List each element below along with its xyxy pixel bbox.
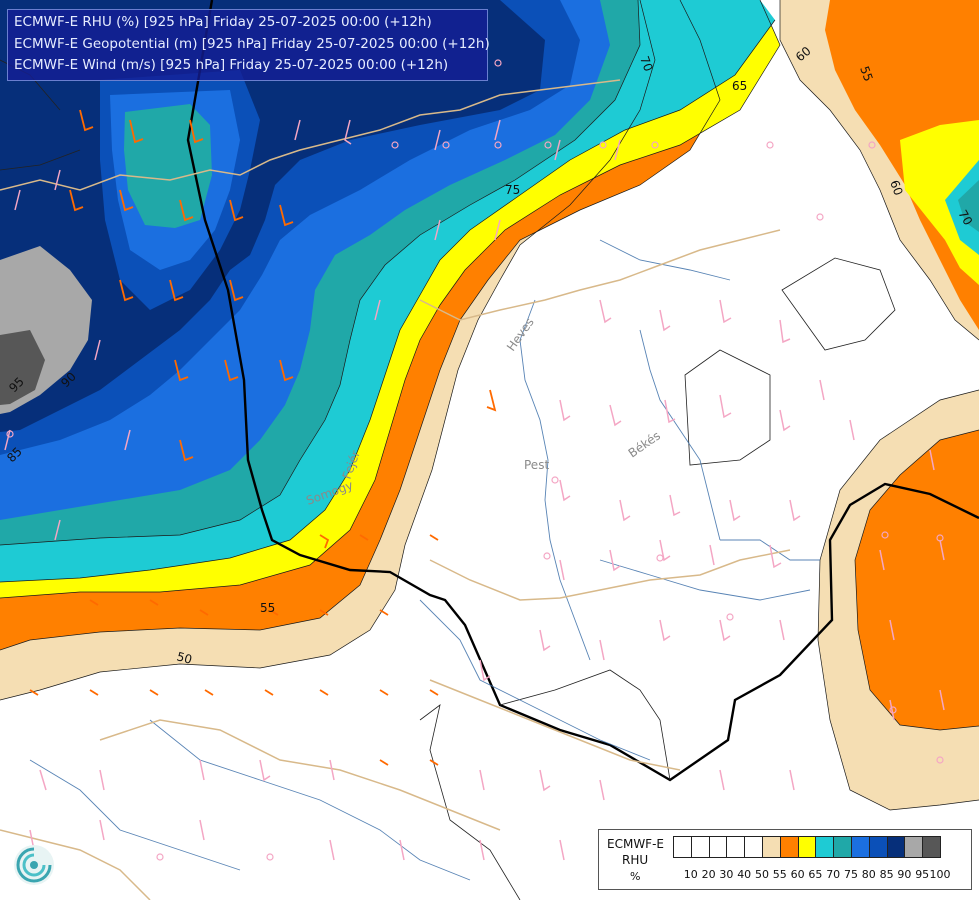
title-wind: ECMWF-E Wind (m/s) [925 hPa] Friday 25-0… (14, 57, 449, 73)
contour-label-70-ne: 70 (955, 208, 975, 228)
contour-labels: 75 70 65 60 55 50 55 60 70 95 90 85 (4, 44, 975, 667)
county-outlines (0, 59, 896, 900)
rhu-band-60-ne (825, 0, 979, 330)
contour-label-50: 50 (175, 649, 193, 666)
contour-label-60-ne: 60 (887, 178, 905, 197)
legend-tick-label: 65 (808, 868, 823, 881)
legend-tick-label: 95 (915, 868, 930, 881)
legend-tick-label: 90 (897, 868, 912, 881)
legend-model-title: ECMWF-E (607, 837, 664, 851)
legend-swatch (850, 836, 870, 858)
rhu-band-65-ne (900, 120, 979, 285)
legend-swatch (815, 836, 835, 858)
legend-tick-label: 60 (790, 868, 805, 881)
legend-swatch (833, 836, 852, 858)
legend-swatch (868, 836, 888, 858)
legend-tick-label: 100 (929, 868, 951, 881)
legend-swatch (708, 836, 728, 858)
legend-tick-label: 10 (683, 868, 698, 881)
contour-label-55: 55 (260, 601, 275, 615)
legend-swatch (690, 836, 710, 858)
rhu-isolines (0, 0, 979, 811)
legend-tick-label: 75 (844, 868, 858, 881)
legend-variable-title: RHU (622, 853, 649, 867)
contour-label-55-ne: 55 (857, 64, 875, 83)
legend-tick-label: 30 (719, 868, 734, 881)
legend-tick-label: 80 (861, 868, 876, 881)
legend-tick-label: 40 (737, 868, 752, 881)
wind-barbs-weak (4, 119, 945, 861)
ecmwf-logo-icon (12, 843, 56, 887)
legend-swatch (761, 836, 781, 858)
legend-swatch (922, 836, 941, 858)
legend-swatch (904, 836, 924, 858)
contour-label-75: 75 (505, 183, 520, 197)
rhu-band-60-east (855, 430, 979, 730)
wind-barbs-strong (29, 109, 497, 766)
legend-tick-label: 50 (755, 868, 769, 881)
contour-label-70: 70 (637, 54, 655, 73)
legend-unit: % (630, 870, 641, 883)
title-rhu: ECMWF-E RHU (%) [925 hPa] Friday 25-07-2… (14, 14, 432, 30)
legend-tick-label: 70 (826, 868, 841, 881)
rhu-band-100-west (0, 330, 45, 405)
legend-tick-label: 20 (701, 868, 716, 881)
contour-label-65: 65 (732, 79, 747, 93)
admin-borders (0, 79, 791, 900)
legend-swatch (726, 836, 746, 858)
legend-color-scale (673, 836, 941, 858)
rhu-legend: ECMWF-E RHU % 10 20 30 40 50 55 60 65 70 75 80 85 90… (598, 829, 972, 890)
legend-swatch (797, 836, 817, 858)
place-label-pest: Pest (524, 458, 549, 472)
legend-swatch (779, 836, 799, 858)
legend-swatch (744, 836, 763, 858)
rhu-band-75-ne (958, 180, 979, 232)
legend-tick-label: 55 (772, 868, 787, 881)
legend-tick-label: 85 (879, 868, 894, 881)
place-label-heves: Heves (504, 315, 537, 353)
place-label-bekes: Békés (626, 428, 663, 460)
legend-swatch (886, 836, 906, 858)
title-geopotential: ECMWF-E Geopotential (m) [925 hPa] Frida… (14, 35, 490, 52)
legend-swatch (673, 836, 692, 858)
map-title-box: ECMWF-E RHU (%) [925 hPa] Friday 25-07-2… (7, 9, 490, 81)
geopotential-isoline (186, 0, 979, 782)
wind-calm-markers (6, 59, 944, 861)
